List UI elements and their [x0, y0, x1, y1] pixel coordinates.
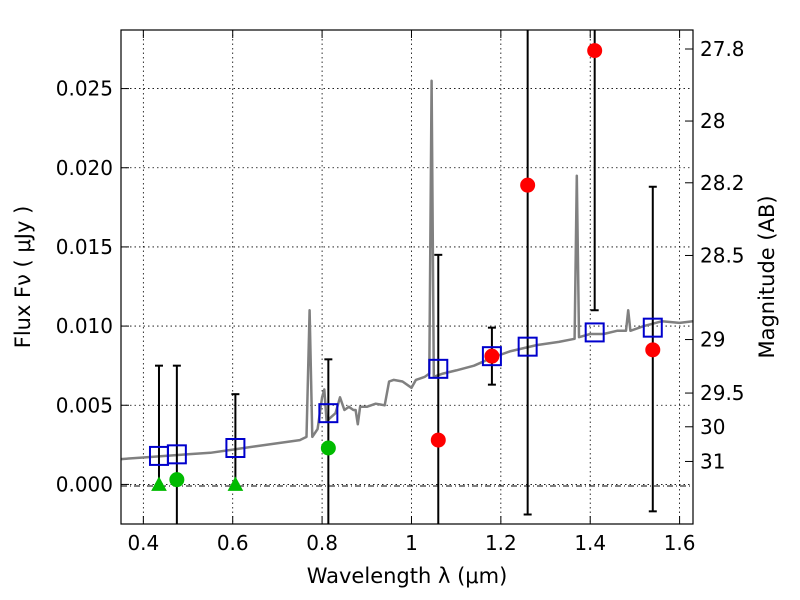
x-tick-label: 1.4	[574, 531, 606, 555]
x-tick-label: 1	[405, 531, 418, 555]
x-axis-ticks: 0.4 0.6 0.8 1 1.2 1.4 1.6	[127, 30, 696, 555]
right-tick-label: 27.8	[700, 37, 745, 61]
x-axis-label: Wavelength λ (μm)	[307, 564, 508, 588]
right-tick-label: 29	[700, 328, 725, 352]
right-tick-label: 31	[700, 449, 725, 473]
x-tick-label: 0.8	[306, 531, 338, 555]
y-axis-label: Flux Fν ( μJy )	[11, 206, 35, 349]
y-tick-label: 0.000	[56, 472, 113, 496]
model-photometry-square	[225, 438, 246, 458]
model-photometry-square	[166, 444, 187, 465]
model-photometry-square	[481, 346, 502, 367]
y-tick-label: 0.025	[56, 77, 113, 101]
observed-flux-point	[645, 342, 661, 358]
y-tick-label: 0.020	[56, 156, 113, 180]
x-tick-label: 0.4	[127, 531, 159, 555]
observed-flux-point	[430, 432, 446, 448]
x-tick-label: 1.2	[485, 531, 517, 555]
model-sed-line	[120, 79, 694, 461]
x-tick-label: 1.6	[664, 531, 696, 555]
plot-frame	[120, 29, 694, 525]
y-tick-label: 0.005	[56, 393, 113, 417]
right-tick-label: 28.5	[700, 243, 745, 267]
model-photometry-square	[318, 403, 339, 424]
model-photometry-square	[517, 336, 538, 357]
model-photometry-square	[584, 322, 605, 343]
right-tick-label: 28.2	[700, 171, 745, 195]
observed-points-layer	[151, 43, 661, 491]
model-photometry-square	[428, 358, 449, 379]
y-tick-label: 0.015	[56, 235, 113, 259]
right-axis-label: Magnitude (AB)	[755, 195, 779, 358]
upper-limit-triangle	[151, 476, 167, 491]
model-sed-layer	[120, 79, 694, 461]
observed-flux-point	[169, 472, 185, 488]
model-photometry-layer	[148, 317, 663, 466]
upper-limit-triangle	[227, 476, 244, 491]
observed-flux-point	[587, 43, 603, 59]
right-tick-label: 29.5	[700, 381, 745, 405]
right-tick-label: 30	[700, 415, 725, 439]
x-tick-label: 0.6	[217, 531, 249, 555]
observed-flux-point	[484, 348, 500, 364]
model-photometry-square	[642, 317, 663, 338]
observed-flux-point	[520, 177, 536, 193]
grid	[121, 30, 693, 524]
right-tick-label: 28	[700, 109, 725, 133]
y-tick-label: 0.010	[56, 314, 113, 338]
y-axis-ticks: 0.000 0.005 0.010 0.015 0.020 0.025	[56, 77, 129, 496]
right-axis-ticks: 27.8 28 28.2 28.5 29 29.5 30 31	[685, 37, 745, 473]
observed-flux-point	[320, 440, 336, 456]
